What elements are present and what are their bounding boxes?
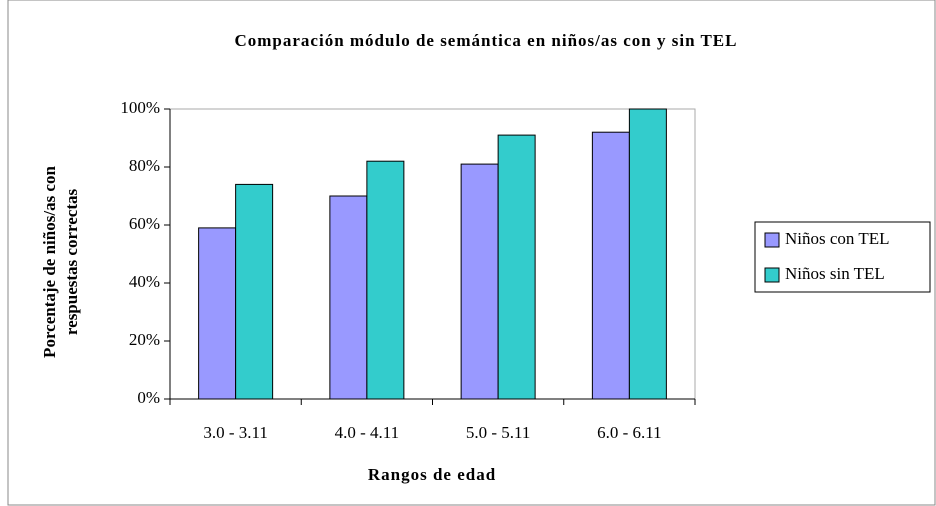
x-axis-title: Rangos de edad: [368, 465, 496, 484]
bar: [628, 108, 667, 400]
y-tick-label: 0%: [137, 388, 160, 407]
y-tick-label: 20%: [129, 330, 160, 349]
bar: [235, 183, 274, 400]
y-tick-label: 100%: [120, 98, 160, 117]
legend-swatch: [764, 267, 780, 283]
bar: [198, 227, 237, 400]
y-tick-label: 60%: [129, 214, 160, 233]
chart-frame: [7, 0, 936, 506]
legend-swatch: [764, 232, 780, 248]
bar: [329, 195, 368, 400]
bar: [591, 131, 630, 400]
y-axis-title: Porcentaje de niños/as con respuestas co…: [40, 166, 81, 358]
chart-title: Comparación módulo de semántica en niños…: [234, 31, 737, 50]
legend-label: Niños con TEL: [785, 229, 890, 248]
y-tick-label: 40%: [129, 272, 160, 291]
y-axis-title-line: Porcentaje de niños/as con: [40, 166, 59, 358]
bar: [460, 163, 499, 400]
y-tick-label: 80%: [129, 156, 160, 175]
bar: [366, 160, 405, 400]
x-tick-label: 3.0 - 3.11: [203, 423, 268, 442]
legend: [754, 221, 931, 293]
x-tick-label: 4.0 - 4.11: [335, 423, 400, 442]
x-tick-label: 6.0 - 6.11: [597, 423, 662, 442]
x-tick-label: 5.0 - 5.11: [466, 423, 531, 442]
legend-label: Niños sin TEL: [785, 264, 885, 283]
y-axis-title-line: respuestas correctas: [62, 189, 81, 336]
bar: [497, 134, 536, 400]
